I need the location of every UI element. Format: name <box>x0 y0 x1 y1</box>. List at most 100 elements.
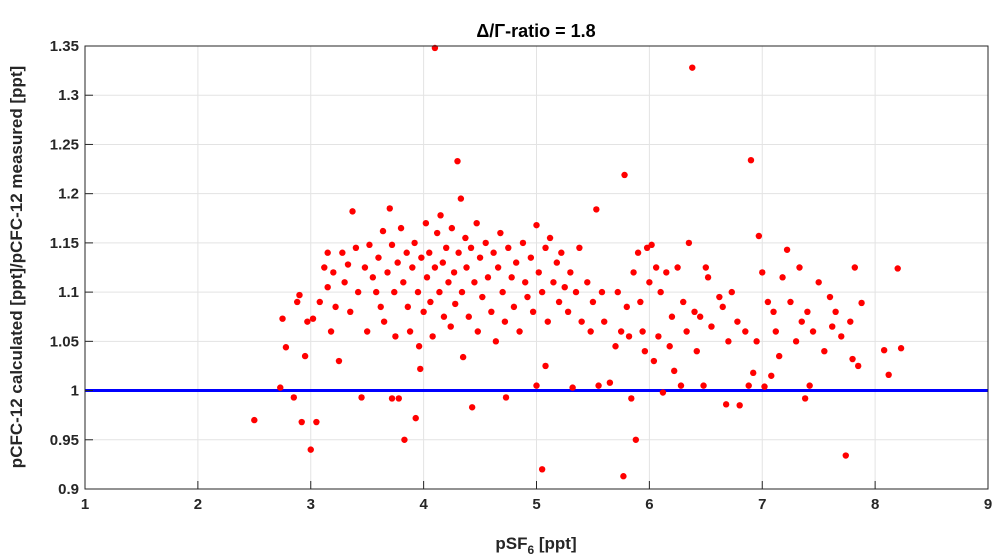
x-axis-title-main: pSF <box>495 534 527 553</box>
data-point <box>775 352 783 360</box>
data-point <box>742 328 749 335</box>
data-point <box>858 299 865 307</box>
data-point <box>546 234 554 242</box>
data-point <box>625 333 633 340</box>
data-point <box>309 315 317 322</box>
data-point <box>538 288 546 296</box>
data-point <box>462 234 469 242</box>
data-point <box>502 394 510 401</box>
data-point <box>806 382 813 389</box>
data-point <box>764 298 772 306</box>
y-tick-label: 1.35 <box>50 38 79 55</box>
y-tick-label: 1.05 <box>50 333 79 350</box>
data-point <box>650 357 658 365</box>
data-point <box>505 244 512 252</box>
data-point <box>614 288 621 296</box>
data-point <box>501 318 509 325</box>
data-point <box>437 212 444 219</box>
x-axis-title-subscript: 6 <box>527 543 534 557</box>
data-point <box>621 171 628 179</box>
y-tick-label: 1.15 <box>50 235 79 252</box>
data-point <box>885 371 892 379</box>
data-point <box>838 333 845 340</box>
data-point <box>578 318 585 325</box>
data-point <box>770 308 777 315</box>
data-point <box>768 372 775 379</box>
data-point <box>454 157 461 165</box>
data-point <box>420 308 427 315</box>
data-point <box>674 264 681 271</box>
data-point <box>696 313 704 320</box>
y-axis-ticks: 0.9 0.95 1 1.05 1.1 1.15 1.2 1.25 1.3 1.35 <box>50 38 93 498</box>
data-point <box>745 382 752 389</box>
chart-title: Δ/Γ-ratio = 1.8 <box>476 21 595 41</box>
data-point <box>440 313 448 320</box>
data-point <box>508 274 515 281</box>
data-point <box>458 288 466 296</box>
data-point <box>467 244 475 252</box>
data-point <box>409 264 416 271</box>
data-point <box>734 318 741 325</box>
data-point <box>468 404 476 411</box>
data-point <box>646 279 653 286</box>
data-point <box>445 279 452 286</box>
data-point <box>683 328 690 335</box>
data-point <box>700 382 707 389</box>
data-point <box>373 288 380 296</box>
data-point <box>601 318 608 325</box>
data-point <box>655 333 662 340</box>
data-point <box>294 298 301 306</box>
data-point <box>426 249 433 256</box>
data-point <box>403 249 410 256</box>
data-point <box>369 274 377 281</box>
data-point <box>447 323 454 330</box>
data-point <box>652 264 660 271</box>
data-point <box>564 308 572 315</box>
data-point <box>251 416 258 424</box>
data-point <box>431 264 439 271</box>
data-point <box>415 343 423 350</box>
data-point <box>347 308 354 315</box>
data-point <box>533 221 540 229</box>
data-point <box>439 259 447 266</box>
x-axis-title: pSF6 [ppt] <box>495 534 576 557</box>
data-point <box>728 288 735 296</box>
data-point <box>708 323 715 330</box>
data-point <box>443 244 450 252</box>
data-point <box>429 333 436 340</box>
data-point <box>815 279 822 286</box>
data-point <box>406 328 414 335</box>
data-point <box>542 362 549 370</box>
y-tick-label: 1.25 <box>50 136 79 153</box>
data-points <box>251 44 905 480</box>
data-point <box>414 288 422 296</box>
data-point <box>567 269 574 276</box>
data-point <box>307 446 314 453</box>
x-tick-label: 5 <box>532 496 540 513</box>
x-tick-label: 8 <box>871 496 879 513</box>
data-point <box>379 227 387 235</box>
data-point <box>550 279 557 286</box>
data-point <box>847 318 854 325</box>
data-point <box>761 383 768 390</box>
data-point <box>630 269 637 276</box>
data-point <box>829 323 836 330</box>
data-point <box>801 395 809 402</box>
data-point <box>753 338 760 345</box>
data-point <box>854 362 862 370</box>
data-point <box>553 259 561 266</box>
data-point <box>455 249 462 256</box>
data-point <box>595 382 602 389</box>
data-point <box>391 288 398 296</box>
data-point <box>417 365 424 373</box>
data-point <box>330 269 337 276</box>
data-point <box>542 244 549 252</box>
x-tick-label: 1 <box>81 496 89 513</box>
data-point <box>476 254 484 261</box>
data-point <box>522 279 529 286</box>
data-point <box>418 254 425 261</box>
data-point <box>691 308 698 315</box>
data-point <box>704 274 712 281</box>
data-point <box>555 298 563 306</box>
data-point <box>479 293 486 301</box>
